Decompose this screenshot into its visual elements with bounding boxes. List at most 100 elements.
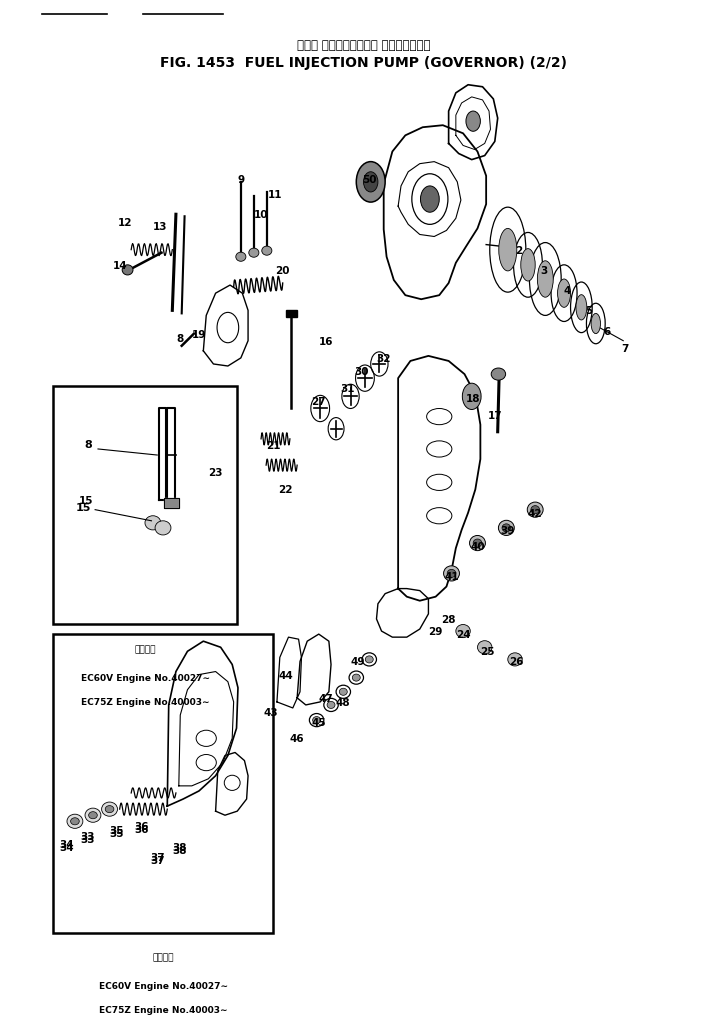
Polygon shape (204, 285, 248, 367)
Ellipse shape (456, 625, 470, 638)
Text: 15: 15 (76, 502, 92, 513)
Polygon shape (286, 311, 297, 318)
Ellipse shape (353, 675, 361, 682)
Text: 8: 8 (84, 439, 92, 449)
Text: 13: 13 (153, 222, 167, 232)
Polygon shape (277, 638, 302, 708)
Text: 39: 39 (501, 526, 515, 535)
Ellipse shape (85, 808, 101, 822)
Polygon shape (384, 126, 486, 300)
Text: 19: 19 (192, 329, 206, 339)
Ellipse shape (262, 247, 272, 256)
Ellipse shape (327, 702, 335, 709)
Text: 43: 43 (264, 707, 278, 717)
Ellipse shape (491, 369, 505, 381)
Text: 18: 18 (466, 394, 481, 404)
Ellipse shape (478, 641, 492, 654)
Bar (53, 635, 273, 932)
Ellipse shape (443, 567, 459, 582)
Text: 50: 50 (362, 174, 377, 184)
Text: 46: 46 (290, 734, 305, 744)
Text: 37: 37 (150, 852, 165, 862)
Ellipse shape (145, 517, 161, 530)
Text: EC75Z Engine No.40003∼: EC75Z Engine No.40003∼ (81, 697, 209, 706)
Text: 23: 23 (209, 468, 223, 478)
Polygon shape (167, 642, 238, 806)
Text: 17: 17 (488, 411, 502, 420)
Text: 2: 2 (515, 246, 522, 256)
Bar (53, 387, 237, 625)
Ellipse shape (527, 502, 543, 518)
Text: 3: 3 (540, 266, 547, 275)
Ellipse shape (499, 229, 517, 272)
Text: 12: 12 (119, 218, 132, 228)
Ellipse shape (102, 802, 118, 816)
Polygon shape (449, 86, 498, 160)
Ellipse shape (313, 716, 321, 723)
Ellipse shape (591, 314, 601, 334)
Text: 14: 14 (113, 261, 127, 271)
Text: 10: 10 (254, 210, 268, 220)
Ellipse shape (249, 249, 259, 258)
Circle shape (356, 162, 385, 203)
Text: 34: 34 (59, 842, 73, 852)
Text: 8: 8 (176, 333, 183, 343)
Text: FIG. 1453  FUEL INJECTION PUMP (GOVERNOR) (2/2): FIG. 1453 FUEL INJECTION PUMP (GOVERNOR)… (160, 56, 567, 70)
Polygon shape (158, 409, 166, 500)
Ellipse shape (105, 806, 114, 813)
Ellipse shape (365, 656, 373, 663)
Ellipse shape (531, 506, 539, 515)
Ellipse shape (155, 522, 171, 535)
Ellipse shape (447, 570, 456, 578)
Ellipse shape (89, 812, 97, 819)
Text: 16: 16 (318, 336, 333, 346)
Text: 7: 7 (621, 343, 628, 354)
Text: EC60V Engine No.40027∼: EC60V Engine No.40027∼ (99, 981, 228, 990)
Text: 4: 4 (563, 286, 571, 296)
Text: 24: 24 (456, 630, 470, 640)
Text: 9: 9 (237, 174, 244, 184)
Text: 48: 48 (336, 697, 350, 707)
Circle shape (466, 112, 481, 132)
Ellipse shape (340, 689, 348, 696)
Text: 40: 40 (470, 541, 485, 551)
Text: 42: 42 (528, 508, 542, 519)
Text: 38: 38 (172, 845, 187, 855)
Polygon shape (377, 589, 428, 638)
Text: EC75Z Engine No.40003∼: EC75Z Engine No.40003∼ (99, 1006, 228, 1015)
Ellipse shape (470, 536, 486, 551)
Ellipse shape (473, 539, 482, 547)
Text: 34: 34 (59, 839, 73, 849)
Text: 44: 44 (278, 669, 293, 680)
Ellipse shape (499, 521, 514, 536)
Text: 41: 41 (444, 572, 459, 582)
Text: 36: 36 (134, 824, 148, 835)
Text: 適用番号: 適用番号 (153, 953, 174, 962)
Ellipse shape (502, 525, 510, 532)
Text: 49: 49 (350, 657, 365, 666)
Text: 11: 11 (268, 190, 283, 200)
Text: 29: 29 (428, 627, 443, 637)
Text: 33: 33 (81, 835, 95, 845)
Circle shape (420, 186, 439, 213)
Ellipse shape (71, 818, 79, 825)
Ellipse shape (507, 653, 522, 666)
Text: 35: 35 (110, 825, 124, 836)
Text: 5: 5 (585, 306, 593, 316)
Ellipse shape (521, 250, 535, 281)
Text: EC60V Engine No.40027∼: EC60V Engine No.40027∼ (81, 673, 210, 682)
Ellipse shape (558, 280, 571, 308)
Ellipse shape (67, 814, 83, 828)
Text: 45: 45 (311, 717, 326, 728)
Polygon shape (216, 753, 248, 815)
Polygon shape (297, 635, 331, 705)
Circle shape (364, 172, 378, 193)
Text: 20: 20 (276, 266, 290, 275)
Ellipse shape (576, 296, 587, 321)
Text: 15: 15 (79, 495, 93, 505)
Text: 36: 36 (134, 821, 148, 832)
Text: フェル インジェクション ポンプ・ガバナ: フェル インジェクション ポンプ・ガバナ (297, 39, 430, 52)
Ellipse shape (122, 266, 133, 276)
Ellipse shape (236, 253, 246, 262)
Circle shape (462, 384, 481, 410)
